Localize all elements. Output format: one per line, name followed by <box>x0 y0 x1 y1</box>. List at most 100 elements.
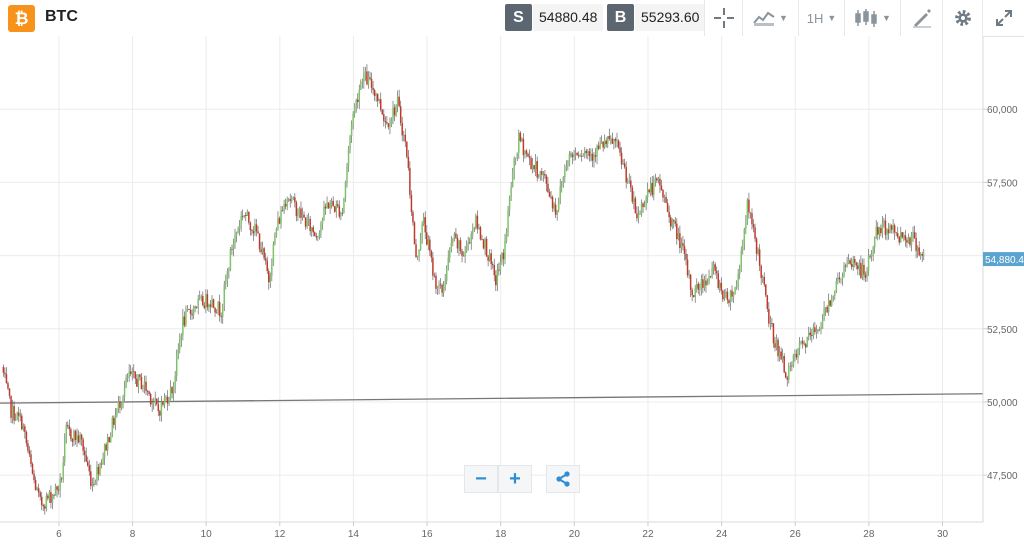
sell-button[interactable]: S <box>505 4 532 31</box>
candle-down <box>17 412 20 416</box>
candle-down <box>597 145 600 149</box>
candle-down <box>801 341 804 344</box>
candle-down <box>528 156 531 159</box>
candle-up <box>700 279 703 290</box>
candle-up <box>298 208 301 215</box>
candle-down <box>82 439 84 451</box>
candle-up <box>297 214 299 217</box>
candle-down <box>289 199 291 201</box>
candle-up <box>847 260 850 264</box>
interval-selector[interactable]: 1H ▼ <box>798 0 844 36</box>
candle-up <box>587 151 589 154</box>
candle-up <box>775 339 778 348</box>
candle-down <box>304 217 307 227</box>
candle-down <box>748 199 750 213</box>
chevron-down-icon: ▼ <box>827 13 837 23</box>
candle-down <box>731 290 733 297</box>
candle-up <box>499 261 502 271</box>
candle-style-button[interactable]: ▼ <box>844 0 900 36</box>
fullscreen-button[interactable] <box>982 0 1024 36</box>
candle-up <box>102 457 104 464</box>
candle-down <box>295 202 298 217</box>
zoom-in-button[interactable]: + <box>498 465 532 493</box>
drawing-tools-button[interactable] <box>900 0 942 36</box>
zoom-out-button[interactable]: − <box>464 465 498 493</box>
candle-down <box>27 443 29 451</box>
candle-up <box>590 153 592 157</box>
candle-down <box>691 289 693 296</box>
candle-up <box>110 436 112 443</box>
candle-down <box>412 212 414 223</box>
candle-down <box>620 152 623 165</box>
candle-down <box>133 371 135 373</box>
candle-up <box>120 403 123 408</box>
candle-down <box>692 295 695 297</box>
candle-up <box>177 349 180 355</box>
crosshair-button[interactable] <box>704 0 742 36</box>
candle-up <box>737 274 739 286</box>
candle-up <box>821 320 824 329</box>
candle-down <box>231 249 233 250</box>
candle-up <box>358 89 361 102</box>
candle-up <box>582 154 584 156</box>
candle-up <box>504 240 506 260</box>
candle-down <box>659 178 661 186</box>
candle-down <box>461 250 463 256</box>
candle-up <box>873 237 876 248</box>
candle-down <box>826 307 828 313</box>
candle-down <box>686 259 689 276</box>
candle-down <box>455 233 457 238</box>
candle-up <box>421 223 423 241</box>
candle-up <box>122 396 124 404</box>
candle-up <box>291 198 293 201</box>
candle-down <box>697 284 700 290</box>
candle-down <box>214 307 216 313</box>
candle-down <box>533 165 535 170</box>
chart-type-button[interactable]: ▼ <box>742 0 798 36</box>
candle-down <box>252 230 255 234</box>
share-icon <box>556 471 570 487</box>
candle-down <box>722 290 724 300</box>
candle-down <box>338 206 341 217</box>
candle-up <box>14 420 17 421</box>
candle-up <box>221 305 224 317</box>
candle-up <box>261 248 264 253</box>
share-button[interactable] <box>546 465 580 493</box>
settings-button[interactable] <box>942 0 982 36</box>
candle-down <box>53 495 55 497</box>
candle-up <box>919 254 922 256</box>
candle-up <box>269 275 272 283</box>
candle-down <box>554 204 557 215</box>
candle-up <box>473 227 476 229</box>
candle-up <box>832 296 835 299</box>
candle-up <box>531 165 534 170</box>
candle-up <box>340 213 342 217</box>
candle-up <box>160 401 163 416</box>
candle-up <box>516 152 519 158</box>
candle-down <box>715 270 718 274</box>
candle-up <box>539 171 542 177</box>
candle-down <box>40 496 43 506</box>
candle-down <box>146 390 149 392</box>
candle-up <box>561 186 563 187</box>
buy-button[interactable]: B <box>607 4 634 31</box>
candle-up <box>197 298 199 308</box>
candle-down <box>895 232 897 234</box>
candle-up <box>830 298 833 306</box>
candle-down <box>479 227 482 240</box>
candle-up <box>510 187 512 198</box>
candle-down <box>294 197 296 203</box>
candle-down <box>714 264 716 271</box>
candle-up <box>923 254 925 256</box>
candle-up <box>73 431 75 442</box>
candle-up <box>633 198 635 202</box>
candle-down <box>906 240 908 243</box>
candle-up <box>438 284 440 287</box>
candle-down <box>490 253 492 265</box>
candle-up <box>237 228 239 233</box>
candlestick-icon <box>855 9 877 27</box>
candle-up <box>96 466 98 482</box>
candle-up <box>51 495 54 503</box>
